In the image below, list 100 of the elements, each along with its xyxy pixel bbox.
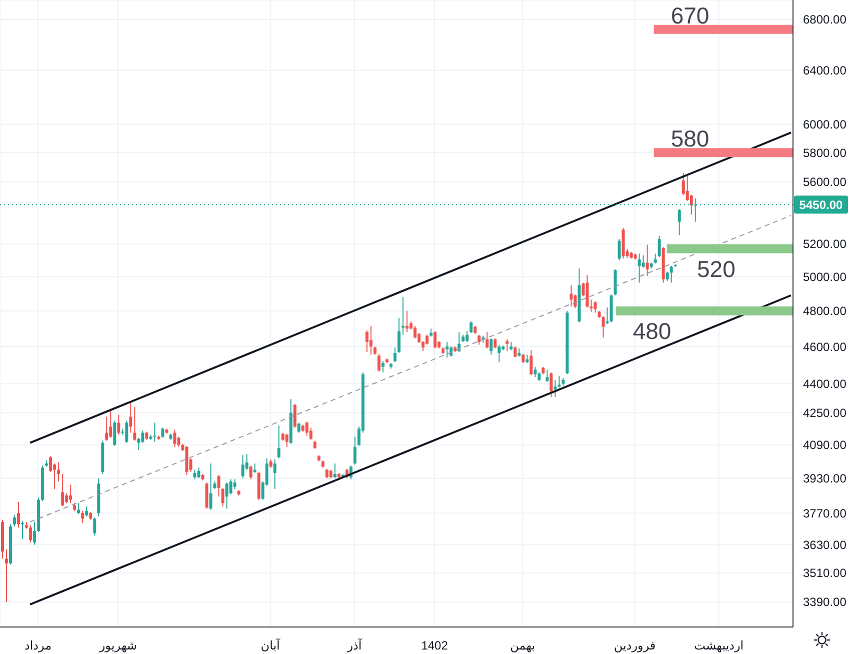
- x-tick-label: آبان: [260, 638, 281, 653]
- y-tick-label: 4090.00: [803, 438, 847, 452]
- candlestick: [365, 330, 368, 353]
- candlestick: [654, 253, 657, 264]
- candlestick: [554, 379, 557, 398]
- candlestick: [109, 408, 112, 438]
- candlestick: [434, 330, 437, 349]
- candlestick: [381, 360, 384, 373]
- y-tick-label: 5000.00: [803, 270, 847, 284]
- candlestick: [221, 487, 224, 507]
- y-tick-label: 4400.00: [803, 376, 847, 391]
- candlestick: [197, 467, 200, 479]
- y-tick-label: 3930.00: [803, 472, 847, 486]
- x-tick-label: اردیبهشت: [694, 638, 744, 653]
- candlestick: [530, 350, 533, 376]
- annotation: 670: [670, 2, 710, 28]
- candlestick: [678, 208, 681, 236]
- candlestick: [29, 524, 32, 543]
- candlestick: [305, 421, 308, 436]
- candlestick: [57, 462, 60, 482]
- y-tick-label: 3770.00: [803, 506, 847, 520]
- y-tick-label: 6000.00: [803, 117, 847, 132]
- candlestick: [406, 310, 409, 333]
- candlestick: [602, 316, 605, 338]
- candlestick: [141, 430, 144, 444]
- y-tick-label: 4250.00: [803, 406, 847, 420]
- y-tick-label: 4600.00: [803, 340, 847, 354]
- candlestick: [514, 346, 517, 358]
- candlestick: [478, 334, 481, 346]
- candlestick: [225, 482, 228, 510]
- y-tick-label: 5800.00: [803, 146, 847, 160]
- ref-line-label: 5450.00: [799, 198, 844, 212]
- candlestick: [446, 342, 449, 358]
- candlestick: [398, 317, 400, 354]
- y-tick-label: 5600.00: [803, 175, 847, 190]
- candlestick: [125, 420, 128, 444]
- candlestick: [333, 462, 336, 479]
- candlestick: [173, 429, 176, 448]
- candlestick: [13, 514, 16, 527]
- candlestick: [594, 300, 597, 314]
- candlestick: [494, 338, 497, 349]
- candlestick: [686, 175, 689, 202]
- candlestick: [590, 299, 593, 312]
- candlestick: [325, 468, 328, 479]
- candlestick: [229, 478, 232, 495]
- candlestick: [570, 284, 573, 308]
- x-tick-label: مرداد: [24, 638, 52, 653]
- candlestick: [369, 325, 372, 356]
- candlestick: [658, 235, 661, 258]
- candlestick: [117, 414, 120, 436]
- candlestick: [77, 502, 80, 515]
- candlestick: [69, 484, 72, 504]
- candlestick: [93, 516, 96, 536]
- candlestick: [113, 420, 116, 446]
- candlestick: [33, 521, 36, 546]
- candlestick: [393, 346, 396, 363]
- candlestick: [161, 427, 164, 438]
- annotation: 520: [697, 256, 736, 282]
- candlestick: [249, 465, 252, 480]
- candlestick: [470, 320, 473, 334]
- candlestick: [105, 416, 108, 442]
- candlestick: [217, 474, 220, 498]
- candlestick: [177, 436, 180, 448]
- candlestick: [546, 369, 549, 382]
- candlestick: [153, 422, 156, 442]
- candlestick: [285, 433, 288, 448]
- candlestick: [209, 462, 212, 510]
- candlestick: [241, 454, 244, 479]
- candlestick: [133, 406, 136, 442]
- candlestick: [21, 520, 24, 540]
- candlestick: [85, 506, 88, 517]
- candlestick: [205, 482, 208, 510]
- x-tick-label: بهمن: [510, 638, 536, 653]
- y-tick-label: 3390.00: [803, 595, 847, 610]
- candlestick: [506, 338, 509, 352]
- candlestick: [277, 425, 280, 459]
- candlestick: [646, 244, 649, 276]
- candlestick: [293, 403, 296, 428]
- x-tick-label: شهریور: [98, 638, 137, 653]
- candlestick: [534, 366, 537, 378]
- candlestick: [81, 510, 84, 524]
- candlestick: [273, 458, 276, 490]
- y-tick-label: 6400.00: [803, 63, 847, 78]
- candlestick: [558, 376, 561, 388]
- candlestick: [638, 253, 641, 284]
- candlestick: [61, 474, 64, 507]
- annotation: 580: [670, 126, 710, 152]
- y-tick-label: 6800.00: [803, 12, 847, 27]
- candlestick: [690, 194, 693, 216]
- candlestick: [49, 456, 52, 472]
- y-tick-label: 3510.00: [803, 566, 847, 580]
- x-tick-label: آذر: [346, 638, 362, 653]
- annotation: 480: [632, 318, 672, 344]
- candlestick: [490, 338, 493, 356]
- candlestick: [17, 502, 20, 528]
- x-tick-label: 1402: [421, 638, 448, 653]
- candlestick: [253, 462, 256, 474]
- candlestick: [129, 400, 132, 434]
- candlestick: [586, 274, 589, 308]
- y-tick-label: 5200.00: [803, 237, 847, 252]
